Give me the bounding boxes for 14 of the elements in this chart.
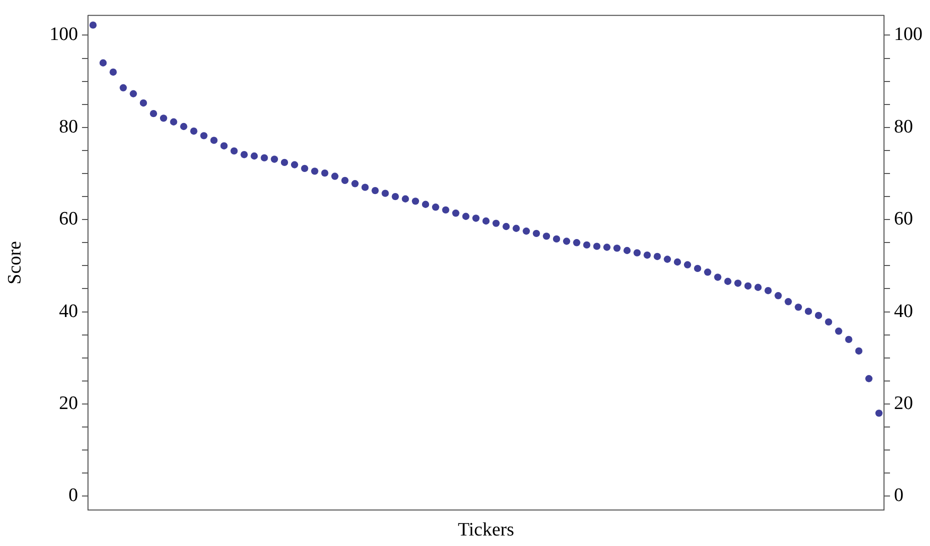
y2-tick-label: 60: [894, 208, 913, 230]
y-tick-label: 80: [59, 116, 78, 138]
x-axis-title: Tickers: [458, 520, 514, 541]
y-axis-title: Score: [4, 241, 26, 284]
y2-tick-label: 20: [894, 392, 913, 414]
y2-tick-label: 0: [894, 485, 904, 506]
y2-tick-label: 80: [894, 116, 913, 138]
y2-tick-label: 40: [894, 300, 913, 322]
y2-tick-label: 100: [894, 24, 922, 46]
y-tick-label: 60: [59, 208, 78, 230]
y-tick-label: 20: [59, 392, 78, 414]
y-tick-label: 100: [50, 24, 78, 46]
y-tick-label: 0: [68, 485, 78, 506]
y-tick-label: 40: [59, 300, 78, 322]
